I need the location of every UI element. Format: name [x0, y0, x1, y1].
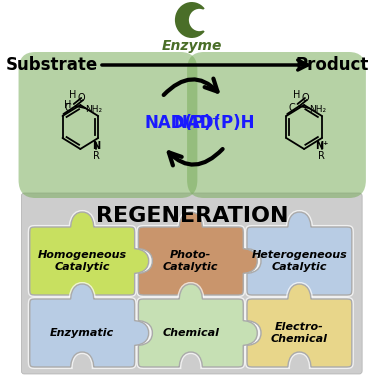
Text: H: H	[69, 90, 76, 100]
PathPatch shape	[138, 284, 257, 367]
FancyArrowPatch shape	[169, 149, 223, 165]
Text: N: N	[92, 141, 100, 151]
FancyBboxPatch shape	[18, 52, 197, 198]
Text: R: R	[93, 151, 100, 161]
FancyBboxPatch shape	[187, 52, 366, 198]
Text: C: C	[288, 103, 295, 113]
Circle shape	[189, 9, 210, 31]
Text: Photo-
Catalytic: Photo- Catalytic	[163, 250, 219, 272]
Text: O: O	[301, 93, 309, 103]
Text: Homogeneous
Catalytic: Homogeneous Catalytic	[38, 250, 127, 272]
Text: N⁺: N⁺	[315, 141, 328, 151]
PathPatch shape	[138, 212, 257, 295]
PathPatch shape	[30, 212, 148, 295]
Text: Product: Product	[296, 56, 369, 74]
Wedge shape	[175, 2, 205, 38]
Text: H: H	[293, 90, 300, 100]
Text: REGENERATION: REGENERATION	[96, 206, 288, 226]
PathPatch shape	[30, 284, 148, 367]
Text: R: R	[318, 151, 326, 161]
Text: Heterogeneous
Catalytic: Heterogeneous Catalytic	[252, 250, 347, 272]
Text: NAD(P)H: NAD(P)H	[174, 114, 255, 132]
Text: NH₂: NH₂	[309, 105, 326, 114]
FancyBboxPatch shape	[21, 193, 362, 374]
FancyArrowPatch shape	[164, 79, 218, 95]
Text: O: O	[78, 93, 85, 103]
Text: H: H	[64, 100, 72, 110]
Text: Substrate: Substrate	[6, 56, 98, 74]
Text: C: C	[64, 103, 71, 113]
PathPatch shape	[247, 284, 352, 367]
Text: Electro-
Chemical: Electro- Chemical	[271, 322, 328, 344]
PathPatch shape	[247, 212, 352, 295]
Text: Enzymatic: Enzymatic	[50, 328, 114, 338]
Text: Enzyme: Enzyme	[162, 39, 222, 53]
Text: NH₂: NH₂	[85, 105, 102, 114]
Text: Chemical: Chemical	[162, 328, 219, 338]
Text: NAD(P)⁺: NAD(P)⁺	[144, 114, 221, 132]
